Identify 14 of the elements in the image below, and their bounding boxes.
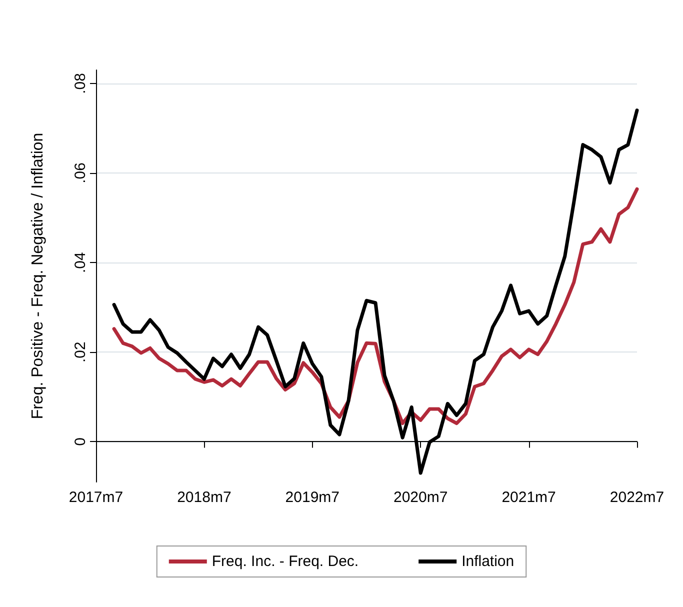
legend-label: Inflation — [462, 553, 514, 570]
x-tick-label: 2019m7 — [285, 489, 340, 506]
y-axis-title: Freq. Positive - Freq. Negative / Inflation — [30, 132, 46, 420]
y-tick-label: .04 — [72, 252, 89, 273]
legend-label: Freq. Inc. - Freq. Dec. — [212, 553, 359, 570]
y-tick-label: 0 — [72, 438, 89, 446]
x-tick-label: 2018m7 — [177, 489, 232, 506]
x-tick-label: 2020m7 — [393, 489, 448, 506]
x-tick-label: 2022m7 — [610, 489, 664, 506]
y-tick-label: .06 — [72, 162, 89, 184]
y-tick-label: .02 — [72, 342, 89, 363]
x-tick-label: 2021m7 — [502, 489, 556, 506]
y-tick-label: .08 — [72, 73, 89, 94]
x-tick-label: 2017m7 — [68, 489, 124, 506]
